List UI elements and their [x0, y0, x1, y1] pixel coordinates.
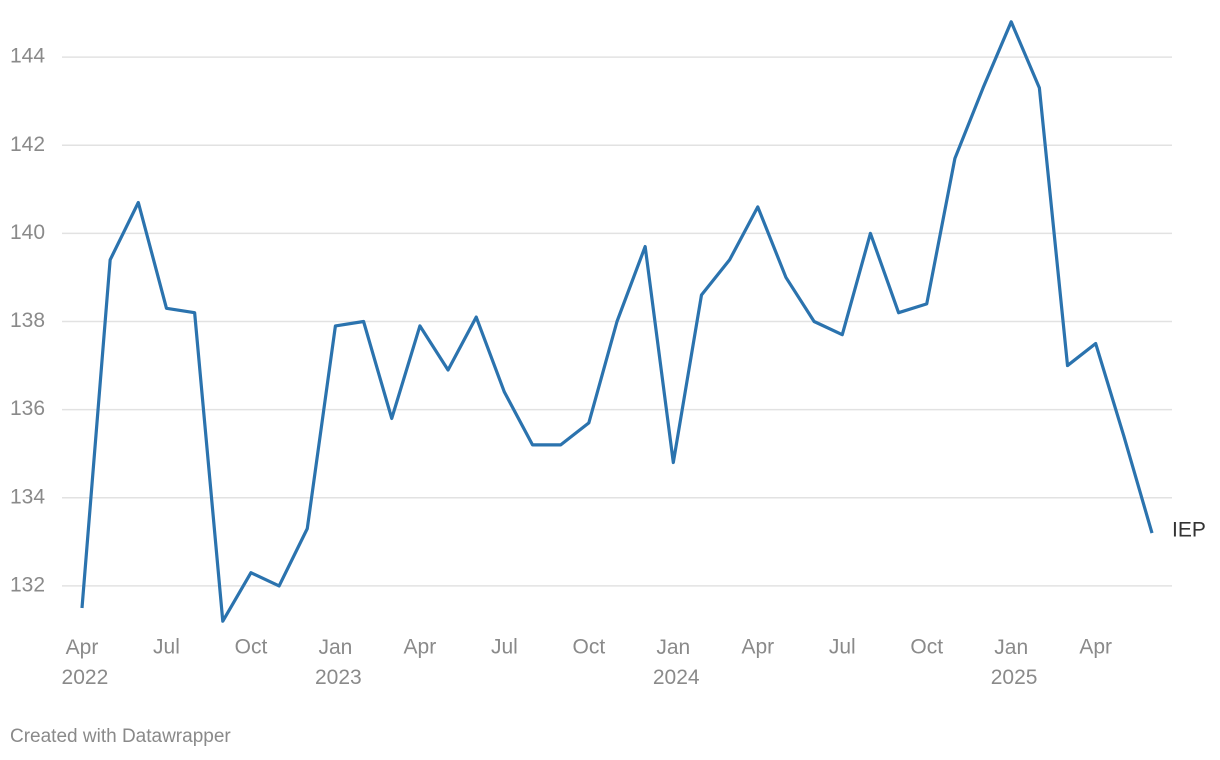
x-tick-label: Jul	[491, 636, 518, 659]
x-tick-label: Oct	[235, 636, 268, 659]
y-tick-label: 136	[10, 397, 45, 420]
x-tick-label: Jan 2023	[309, 636, 362, 689]
x-tick-label: Apr	[1079, 636, 1112, 659]
y-tick-label: 140	[10, 221, 45, 244]
x-tick-label: Apr 2022	[56, 636, 109, 689]
footer: Created with Datawrapper	[10, 726, 231, 747]
x-tick-label: Apr	[741, 636, 774, 659]
x-tick-label: Oct	[573, 636, 606, 659]
y-tick-label: 142	[10, 133, 45, 156]
line	[80, 20, 1154, 623]
y-tick-label: 134	[10, 485, 45, 508]
x-tick-label: Oct	[910, 636, 943, 659]
x-tick-label: Jan 2024	[647, 636, 700, 689]
x-tick-label: Apr	[404, 636, 437, 659]
y-tick-label: 132	[10, 573, 45, 596]
y-tick-label: 138	[10, 309, 45, 332]
series-label: IEP	[1172, 519, 1206, 542]
x-tick-label: Jul	[829, 636, 856, 659]
x-tick-label: Jan 2025	[985, 636, 1038, 689]
y-tick-label: 144	[10, 45, 45, 68]
x-tick-label: Jul	[153, 636, 180, 659]
